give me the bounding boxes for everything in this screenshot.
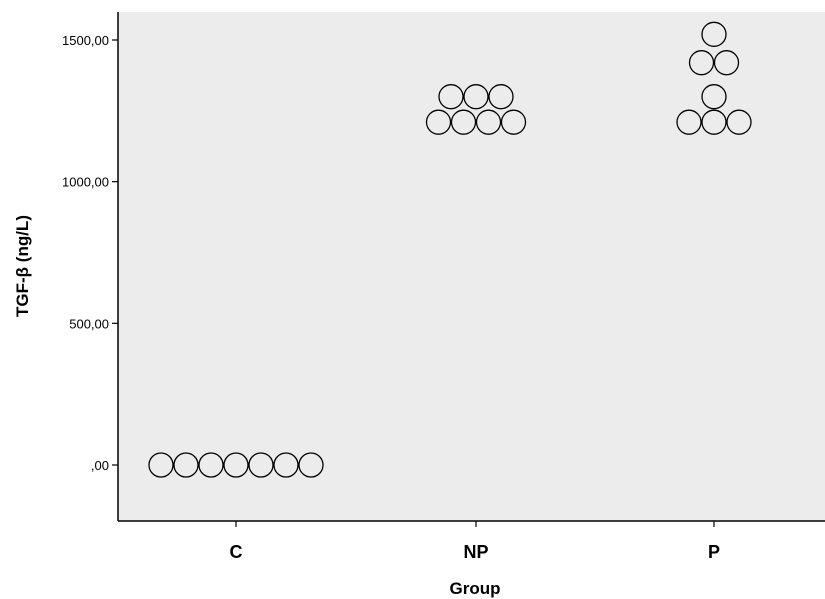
y-axis-title: TGF-β (ng/L) (13, 215, 32, 317)
data-point (701, 109, 727, 135)
data-point (701, 84, 727, 110)
x-tick-label: P (708, 542, 720, 562)
data-point (488, 84, 514, 110)
x-tick-label: NP (463, 542, 488, 562)
data-point (500, 109, 527, 135)
data-point (148, 452, 174, 478)
data-point (701, 21, 727, 47)
y-tick-label: ,00 (91, 458, 109, 473)
data-point (688, 50, 715, 76)
data-point (273, 452, 299, 478)
data-point (298, 452, 324, 478)
y-tick-label: 1500,00 (62, 33, 109, 48)
y-tick-label: 500,00 (69, 316, 109, 331)
data-point (173, 452, 199, 478)
y-tick-label: 1000,00 (62, 175, 109, 190)
data-point (475, 109, 502, 135)
data-point (450, 109, 477, 135)
data-points (148, 21, 752, 478)
data-point (438, 84, 464, 110)
data-point (223, 452, 249, 478)
data-point (676, 109, 702, 135)
data-point (713, 50, 740, 76)
x-axis-title: Group (450, 579, 501, 598)
data-point (198, 452, 224, 478)
data-point (248, 452, 274, 478)
x-tick-label: C (230, 542, 243, 562)
data-point (726, 109, 752, 135)
y-axis: ,00 500,00 1000,00 1500,00 (62, 12, 119, 521)
data-point (425, 109, 452, 135)
x-axis: C NP P (118, 520, 825, 562)
data-point (463, 84, 489, 110)
